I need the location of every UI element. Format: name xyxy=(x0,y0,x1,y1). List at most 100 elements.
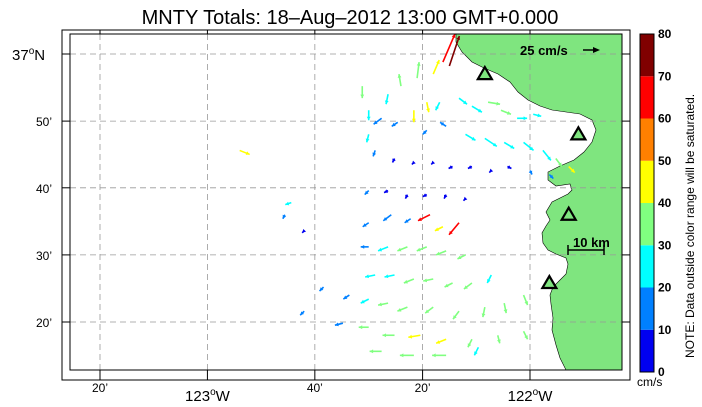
current-vector xyxy=(467,165,473,170)
current-vector xyxy=(342,294,350,300)
current-vector xyxy=(417,214,431,222)
current-vector xyxy=(369,349,382,354)
colorbar-segment xyxy=(640,76,654,119)
current-vector xyxy=(522,330,529,340)
current-vector xyxy=(462,196,468,202)
colorbar-tick: 10 xyxy=(658,323,672,337)
lat-label: 50’ xyxy=(36,115,52,129)
lat-label: 20’ xyxy=(36,316,52,330)
current-vector xyxy=(397,246,408,252)
current-vector xyxy=(486,274,493,284)
radar-station-icon xyxy=(559,205,578,221)
colorbar-tick: 80 xyxy=(658,27,672,41)
radar-station-icon xyxy=(540,273,559,290)
current-vector xyxy=(487,101,501,106)
plot-frame xyxy=(69,33,623,371)
current-vector xyxy=(285,201,292,206)
current-vector xyxy=(399,353,414,358)
current-vector xyxy=(366,110,371,121)
current-vector xyxy=(411,160,416,166)
current-vector xyxy=(471,105,483,113)
current-vector xyxy=(465,133,476,142)
current-vector xyxy=(425,102,430,113)
colorbar-segment xyxy=(640,34,654,77)
current-vector xyxy=(528,170,533,175)
current-vector xyxy=(382,333,395,338)
current-vector xyxy=(457,254,466,260)
colorbar-note: NOTE: Data outside color range will be s… xyxy=(683,94,697,358)
colorbar-segment xyxy=(640,118,654,161)
colorbar-unit: cm/s xyxy=(637,375,662,389)
current-vector xyxy=(435,338,447,345)
current-vector xyxy=(500,109,512,115)
colorbar-segment xyxy=(640,245,654,288)
current-vector xyxy=(403,278,415,284)
current-vector xyxy=(383,189,389,194)
radar-station-icon xyxy=(569,125,588,141)
current-vector xyxy=(365,134,370,143)
reference-vector-arrow xyxy=(583,47,600,53)
colorbar-tick: 0 xyxy=(658,365,665,379)
colorbar-tick: 40 xyxy=(658,196,672,210)
colorbar-segment xyxy=(640,329,654,372)
current-vector xyxy=(408,334,421,339)
current-vector xyxy=(434,226,444,232)
current-vector xyxy=(318,286,325,292)
current-vector xyxy=(522,294,529,306)
lat-label: 30’ xyxy=(36,249,52,263)
current-vector xyxy=(358,325,369,330)
current-vector xyxy=(517,116,528,121)
current-vector xyxy=(448,222,460,236)
current-vector xyxy=(391,158,396,163)
current-vector xyxy=(384,274,395,279)
reference-vector-label: 25 cm/s xyxy=(520,43,568,58)
current-vector xyxy=(484,137,498,148)
current-vector xyxy=(458,97,468,105)
colorbar-tick: 70 xyxy=(658,69,672,83)
colorbar-tick: 50 xyxy=(658,154,672,168)
current-vector xyxy=(377,302,389,307)
current-vector xyxy=(542,149,552,161)
current-vector xyxy=(448,165,453,170)
current-vector xyxy=(533,113,542,118)
current-vector xyxy=(411,110,416,123)
lat-label: 37oN xyxy=(12,46,45,64)
current-vector xyxy=(391,121,399,127)
current-vector xyxy=(463,282,473,290)
colorbar-tick: 60 xyxy=(658,112,672,126)
plot-frame-outer xyxy=(61,29,631,381)
current-vector xyxy=(496,335,501,344)
current-vector xyxy=(452,310,460,320)
colorbar-segment xyxy=(640,203,654,246)
lon-label: 122oW xyxy=(508,387,554,405)
colorbar-segment xyxy=(640,287,654,330)
current-vector xyxy=(373,117,383,125)
current-vector xyxy=(503,302,508,314)
current-vector xyxy=(360,244,369,249)
current-vector xyxy=(382,214,392,222)
current-vector xyxy=(299,310,305,316)
current-vector xyxy=(364,190,370,196)
current-vector xyxy=(377,246,389,252)
current-vector xyxy=(481,306,486,318)
current-vector xyxy=(442,33,456,63)
longitude-labels: 20’ 123oW 40’ 20’ 122oW xyxy=(92,30,553,405)
current-vector xyxy=(362,222,370,228)
graticule-grid xyxy=(70,34,622,370)
lat-label: 40’ xyxy=(36,182,52,196)
current-vector xyxy=(448,35,461,67)
current-vector xyxy=(507,165,512,170)
current-vector xyxy=(416,246,428,252)
current-vector xyxy=(404,218,412,224)
colorbar-tick: 20 xyxy=(658,281,672,295)
current-vector xyxy=(384,94,389,105)
current-vector xyxy=(503,141,515,150)
scale-bar xyxy=(567,245,605,255)
current-vector xyxy=(239,149,250,156)
radar-stations xyxy=(475,64,588,290)
map-title: MNTY Totals: 18–Aug–2012 13:00 GMT+0.000 xyxy=(142,7,559,29)
current-vector xyxy=(432,353,447,358)
current-vectors xyxy=(239,33,576,358)
lon-label: 20’ xyxy=(92,381,108,395)
